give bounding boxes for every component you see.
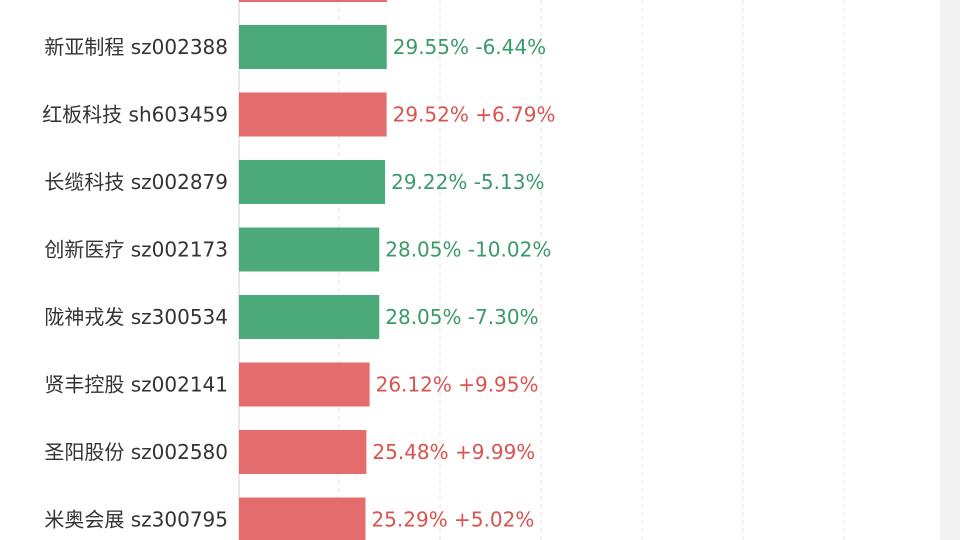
category-label: 长缆科技 sz002879 [44, 170, 228, 194]
bar [239, 160, 386, 204]
value-label: 25.29% +5.02% [371, 508, 534, 532]
bar [239, 92, 387, 137]
category-label: 米奥会展 sz300795 [44, 508, 228, 532]
category-label: 贤丰控股 sz002141 [44, 373, 228, 397]
bar [239, 430, 367, 474]
value-label: 28.05% -7.30% [385, 305, 538, 329]
bar [239, 362, 370, 407]
category-label: 创新医疗 sz002173 [44, 238, 228, 262]
scrollbar-track [940, 0, 960, 540]
category-label: 红板科技 sh603459 [42, 103, 228, 127]
value-label: 29.22% -5.13% [391, 170, 544, 194]
bar [239, 227, 380, 272]
category-label: 新亚制程 sz002388 [44, 35, 228, 59]
bar [239, 25, 387, 69]
value-label: 28.05% -10.02% [385, 238, 551, 262]
bar [239, 497, 366, 540]
bar-partial-top [239, 0, 387, 2]
value-label: 29.55% -6.44% [393, 35, 546, 59]
value-label: 29.52% +6.79% [393, 103, 556, 127]
bar [239, 295, 380, 339]
category-label: 陇神戎发 sz300534 [44, 305, 228, 329]
value-label: 25.48% +9.99% [372, 440, 535, 464]
category-label: 圣阳股份 sz002580 [44, 440, 228, 464]
value-label: 26.12% +9.95% [376, 373, 539, 397]
